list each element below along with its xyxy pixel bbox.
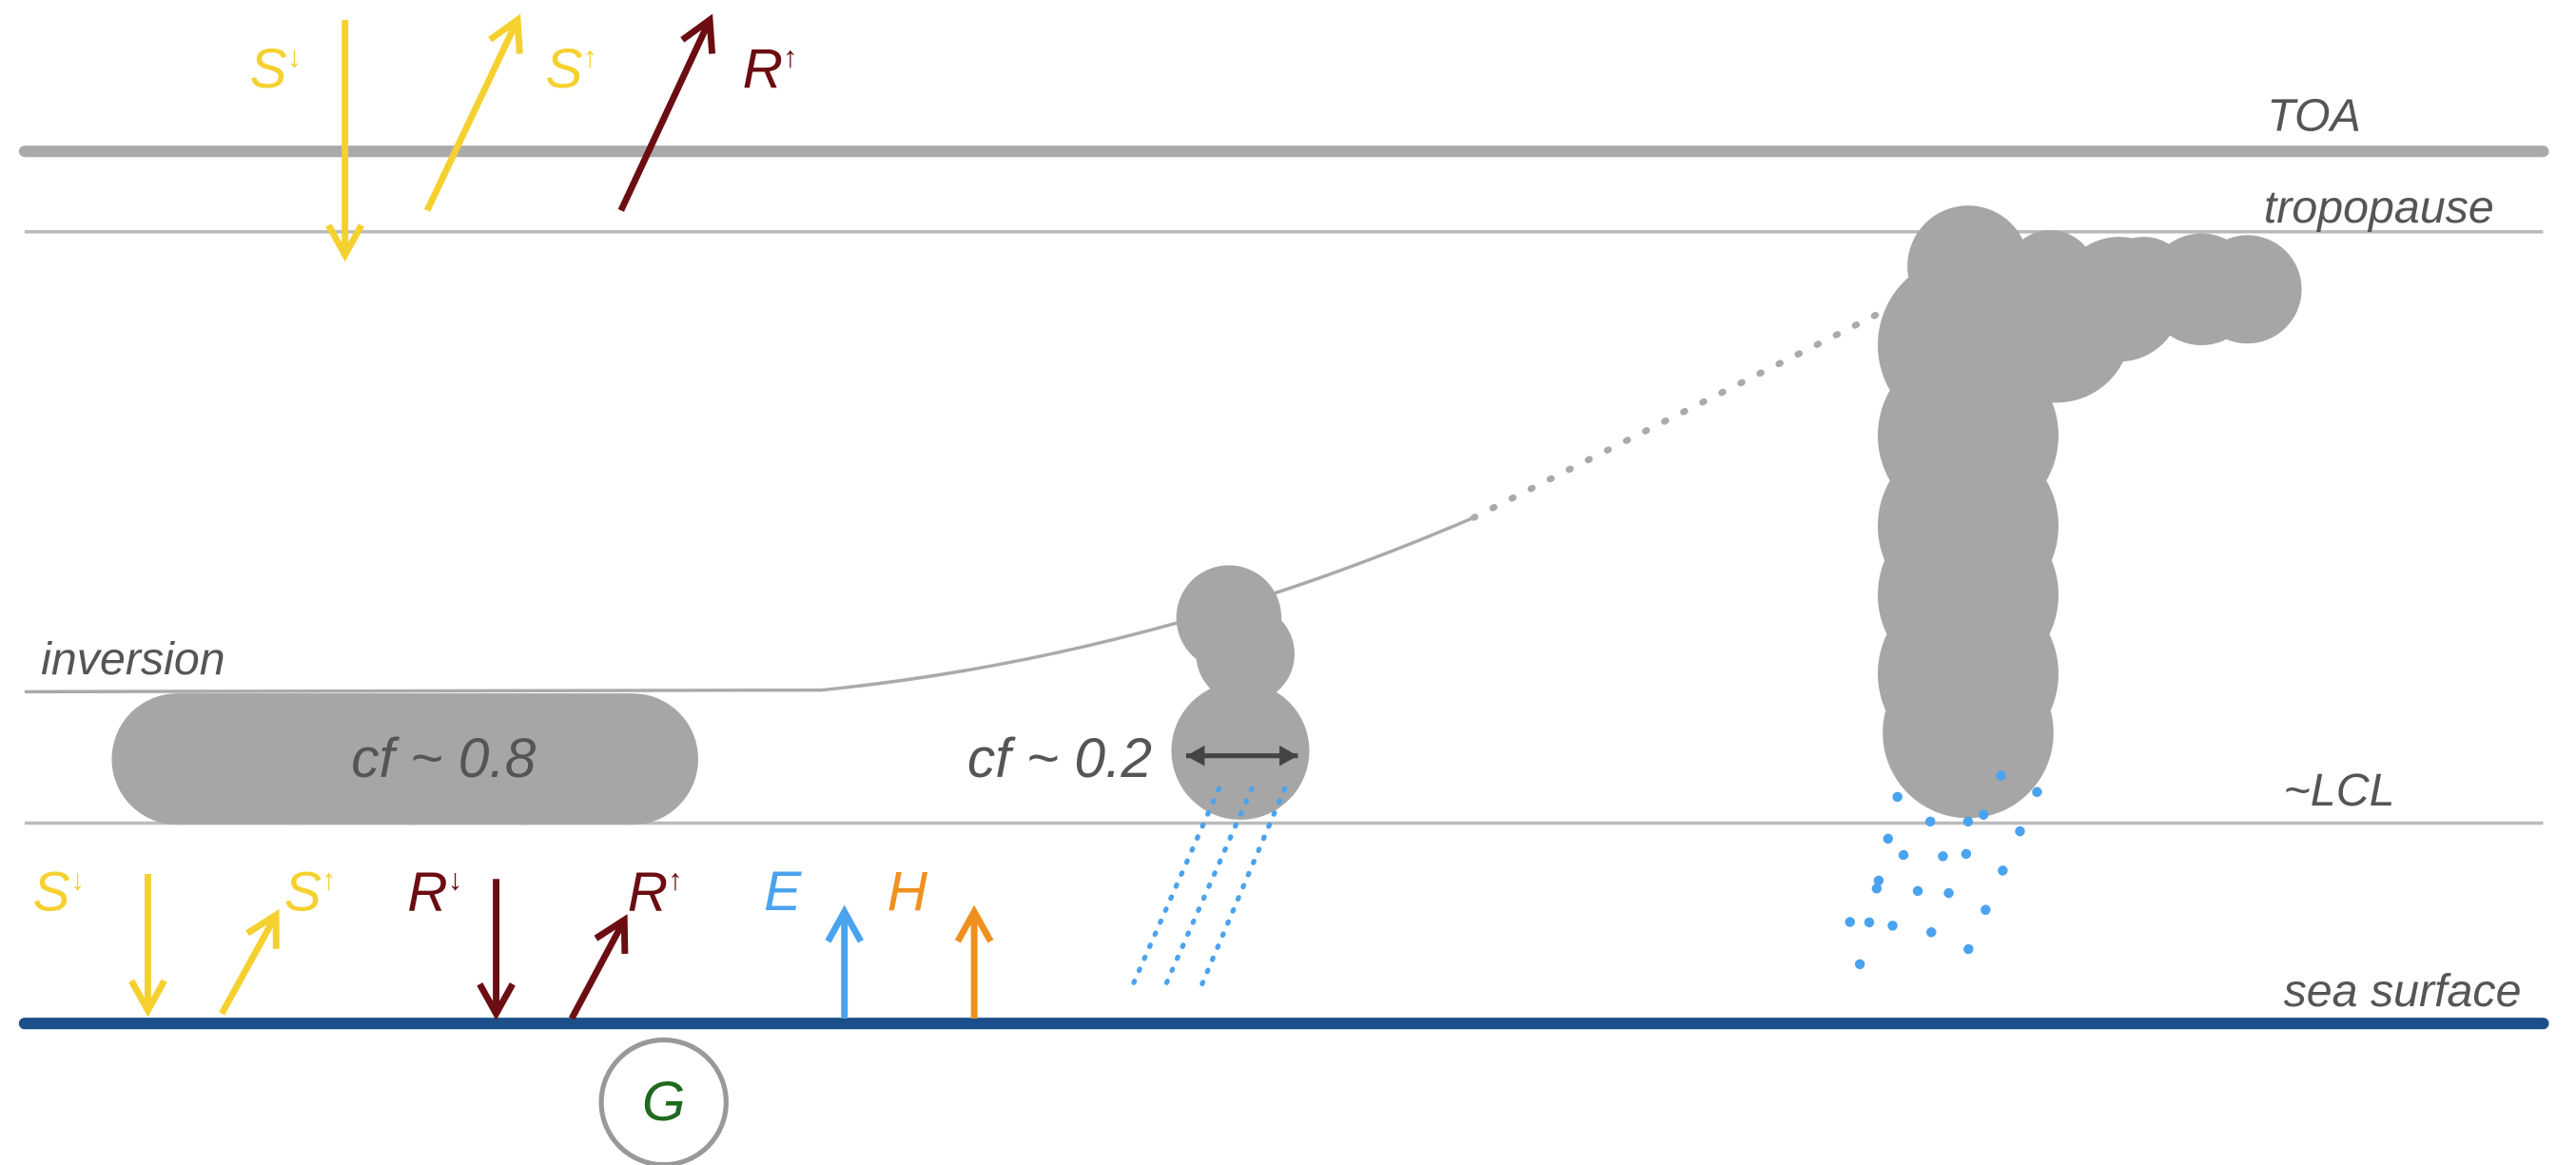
- flux-label: R↑: [628, 861, 683, 922]
- sea-surface-label: sea surface: [2284, 965, 2522, 1017]
- inversion-label: inversion: [41, 633, 224, 685]
- flux-arrow: [621, 20, 710, 210]
- flux-arrow: [572, 920, 624, 1019]
- flux-label: S↓: [250, 38, 302, 100]
- lcl-label: ~LCL: [2284, 765, 2395, 816]
- flux-arrow: [427, 20, 517, 210]
- flux-label: S↑: [545, 38, 597, 100]
- toa-label: TOA: [2267, 89, 2361, 141]
- flux-label: H: [888, 861, 928, 922]
- page: {"labels":{"toa":"TOA","tropopause":"tro…: [0, 0, 2576, 1165]
- cumulus-rain: [1130, 788, 1284, 990]
- deep-convection: [1878, 205, 2302, 818]
- flux-label: E: [764, 861, 802, 922]
- ground-flux-label: G: [642, 1071, 686, 1133]
- tropopause-label: tropopause: [2264, 182, 2494, 233]
- stratocumulus-cf: cf ~ 0.8: [351, 728, 537, 789]
- cumulus-cf: cf ~ 0.2: [967, 728, 1152, 789]
- flux-label: S↑: [284, 861, 337, 922]
- flux-label: R↓: [407, 861, 462, 922]
- flux-label: S↓: [33, 861, 86, 922]
- diagram: TOA tropopause inversion ~LCL sea surfac…: [0, 0, 2576, 1165]
- flux-arrow: [222, 915, 276, 1014]
- inversion-dotted: [1473, 304, 1898, 518]
- flux-label: R↑: [743, 38, 798, 100]
- cumulus: [1171, 565, 1309, 820]
